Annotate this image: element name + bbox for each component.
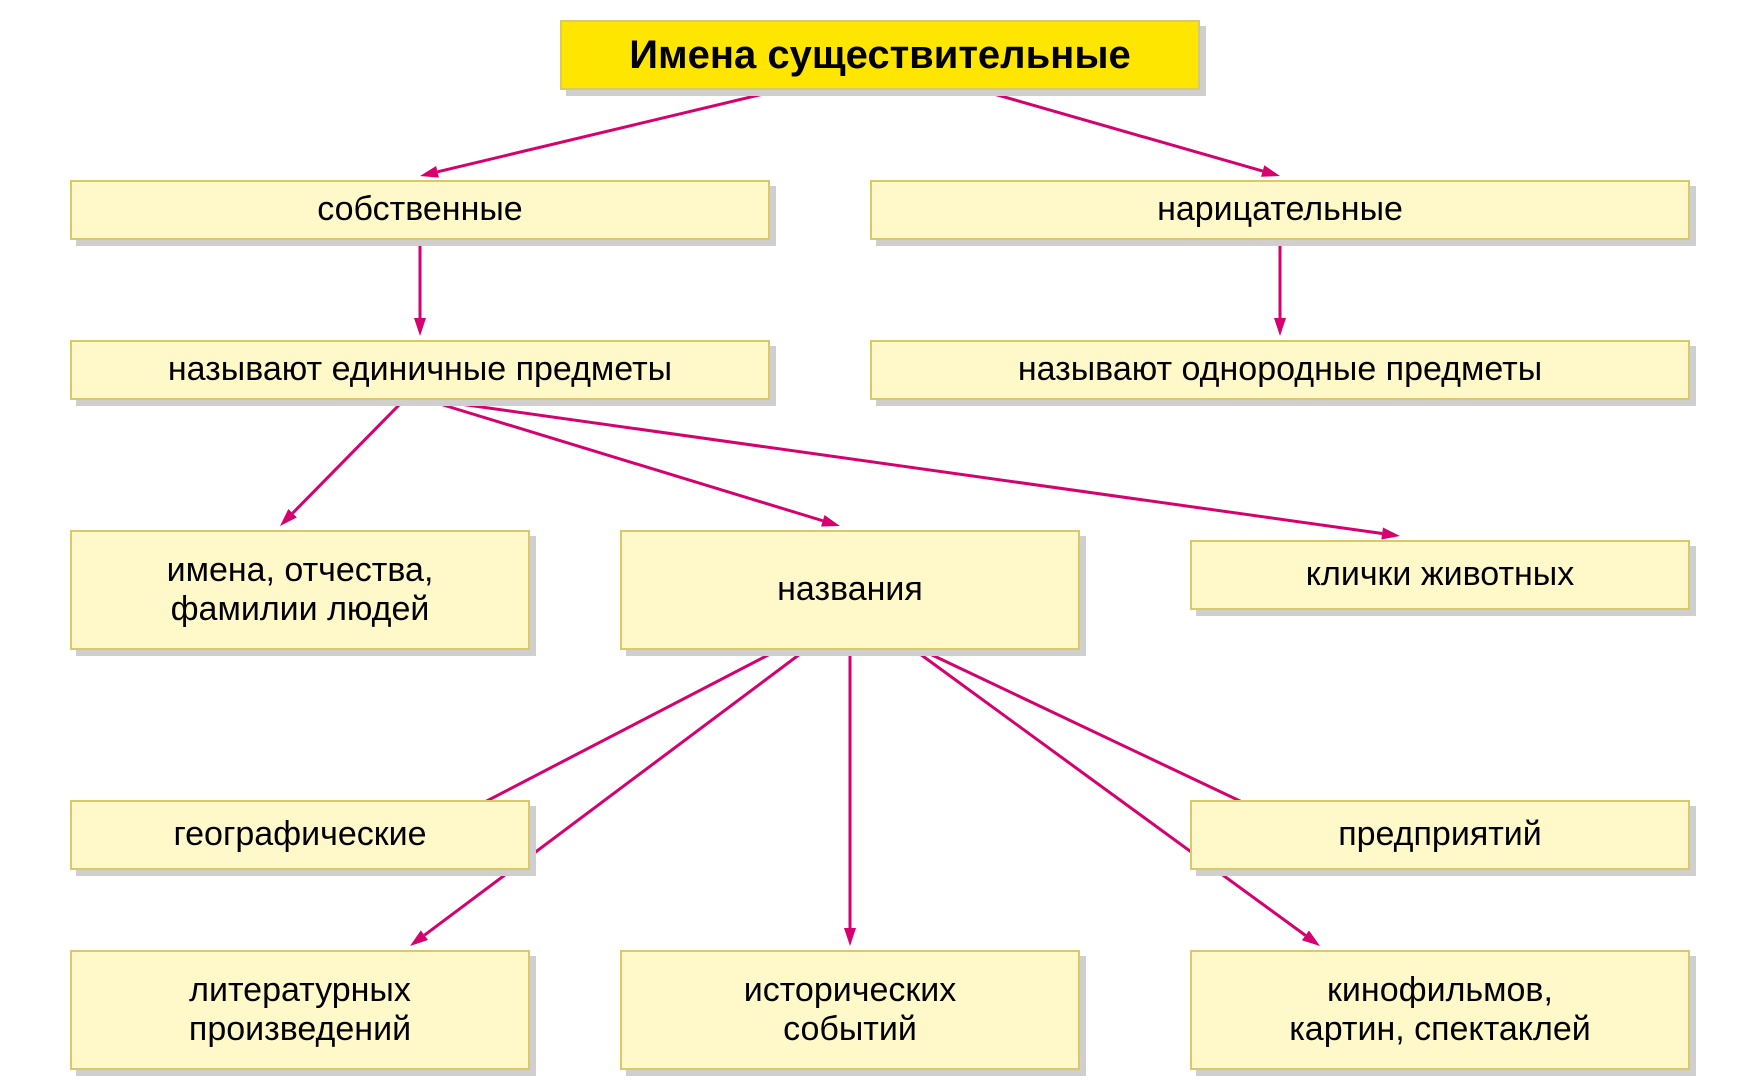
edge-7: [466, 654, 770, 812]
arrowhead-icon-4: [280, 509, 297, 526]
arrowhead-icon-5: [821, 515, 840, 526]
node-enterprise: предприятий: [1190, 800, 1690, 870]
node-hist: исторических событий: [620, 950, 1080, 1070]
node-label-commonDef: называют однородные предметы: [1018, 350, 1542, 389]
node-nicknames: клички животных: [1190, 540, 1690, 610]
edge-5: [440, 404, 823, 521]
node-lit: литературных произведений: [70, 950, 530, 1070]
node-films: кинофильмов, картин, спектаклей: [1190, 950, 1690, 1070]
arrowhead-icon-9: [410, 930, 428, 946]
node-label-enterprise: предприятий: [1338, 815, 1542, 854]
arrowhead-icon-2: [414, 318, 426, 336]
node-label-names: имена, отчества, фамилии людей: [167, 551, 434, 629]
node-common: нарицательные: [870, 180, 1690, 240]
node-label-hist: исторических событий: [744, 971, 956, 1049]
node-own: собственные: [70, 180, 770, 240]
node-titles: названия: [620, 530, 1080, 650]
node-root: Имена существительные: [560, 20, 1200, 90]
arrowhead-icon-8: [844, 928, 856, 946]
arrowhead-icon-1: [1261, 165, 1280, 177]
edge-11: [920, 654, 1305, 935]
arrowhead-icon-0: [420, 166, 439, 178]
node-label-own: собственные: [317, 190, 522, 229]
node-ownDef: называют единичные предметы: [70, 340, 770, 400]
node-geo: географические: [70, 800, 530, 870]
node-label-common: нарицательные: [1157, 190, 1403, 229]
node-label-geo: географические: [173, 815, 426, 854]
node-label-ownDef: называют единичные предметы: [168, 350, 672, 389]
node-label-lit: литературных произведений: [189, 971, 411, 1049]
edge-9: [424, 654, 800, 935]
arrowhead-icon-6: [1381, 528, 1400, 540]
node-label-titles: названия: [777, 570, 923, 609]
node-commonDef: называют однородные предметы: [870, 340, 1690, 400]
edge-0: [438, 90, 780, 172]
node-label-films: кинофильмов, картин, спектаклей: [1289, 971, 1591, 1049]
arrowhead-icon-3: [1274, 318, 1286, 336]
edge-10: [930, 654, 1264, 812]
edge-4: [293, 404, 400, 513]
node-label-nicknames: клички животных: [1306, 555, 1574, 594]
node-label-root: Имена существительные: [629, 32, 1130, 78]
edge-1: [980, 90, 1263, 171]
node-names: имена, отчества, фамилии людей: [70, 530, 530, 650]
arrowhead-icon-11: [1302, 931, 1320, 946]
edge-6: [460, 404, 1382, 533]
